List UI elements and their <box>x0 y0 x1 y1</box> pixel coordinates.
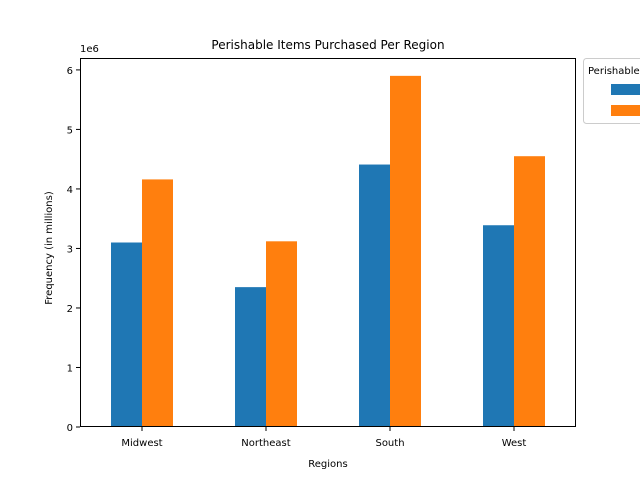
y-ticks-group: 0 1 2 3 4 5 6 <box>67 66 80 434</box>
x-tick-label: West <box>502 438 527 449</box>
y-tick-label: 0 <box>67 423 73 434</box>
y-axis-label: Frequency (in millions) <box>44 191 55 305</box>
bar-series-1-northeast <box>235 287 266 427</box>
bar-series-2-northeast <box>266 241 297 427</box>
x-axis-label: Regions <box>308 459 347 470</box>
legend-swatch-series-1 <box>611 84 640 95</box>
bar-series-2-south <box>390 75 421 428</box>
y-tick-label: 1 <box>67 363 73 374</box>
legend-swatch-series-2 <box>611 105 640 116</box>
y-tick-label: 5 <box>67 125 73 136</box>
x-tick-label: Midwest <box>121 438 162 449</box>
bar-series-2-west <box>514 156 545 428</box>
bar-series-1-west <box>483 225 514 427</box>
x-tick-label: Northeast <box>241 438 290 449</box>
x-tick-label: South <box>375 438 404 449</box>
y-tick-label: 4 <box>67 185 73 196</box>
y-tick-label: 3 <box>67 244 73 255</box>
y-offset-text: 1e6 <box>80 44 99 55</box>
bars-group <box>111 75 545 428</box>
y-tick-label: 2 <box>67 304 73 315</box>
x-ticks-group: Midwest Northeast South West <box>121 427 526 449</box>
bar-series-1-midwest <box>111 242 142 427</box>
legend: Perishable <box>583 58 640 124</box>
legend-title: Perishable <box>588 66 640 77</box>
bar-series-2-midwest <box>142 179 173 427</box>
plot-frame <box>80 58 576 427</box>
chart-title: Perishable Items Purchased Per Region <box>211 38 444 52</box>
bar-series-1-south <box>359 164 390 427</box>
y-tick-label: 6 <box>67 66 73 77</box>
axes-group <box>80 58 576 427</box>
